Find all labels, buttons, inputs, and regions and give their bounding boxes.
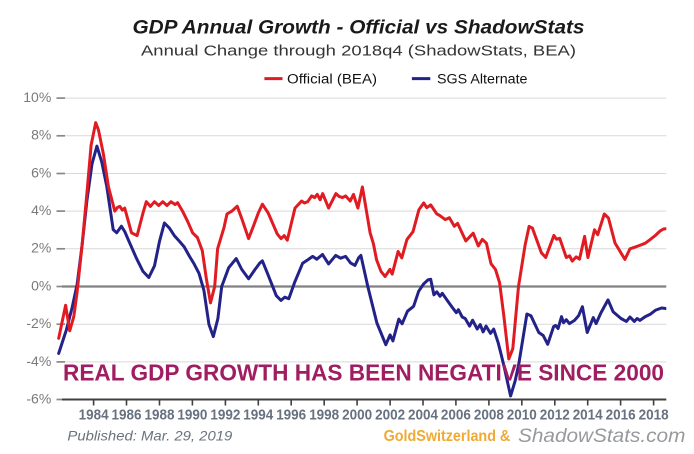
svg-text:2%: 2% bbox=[31, 240, 51, 256]
svg-text:-4%: -4% bbox=[26, 353, 51, 369]
svg-text:GDP Annual Growth - Official v: GDP Annual Growth - Official vs ShadowSt… bbox=[133, 18, 585, 39]
svg-text:GoldSwitzerland &: GoldSwitzerland & bbox=[384, 428, 511, 445]
svg-text:4%: 4% bbox=[31, 202, 51, 218]
svg-text:1998: 1998 bbox=[309, 408, 339, 424]
svg-text:1986: 1986 bbox=[112, 408, 142, 424]
svg-text:-6%: -6% bbox=[26, 390, 51, 406]
svg-text:SGS Alternate: SGS Alternate bbox=[437, 71, 528, 86]
svg-text:1996: 1996 bbox=[276, 408, 306, 424]
svg-text:Published: Mar. 29, 2019: Published: Mar. 29, 2019 bbox=[67, 427, 232, 443]
svg-text:2006: 2006 bbox=[441, 408, 471, 424]
svg-text:REAL GDP GROWTH HAS BEEN NEGAT: REAL GDP GROWTH HAS BEEN NEGATIVE SINCE … bbox=[63, 360, 664, 386]
svg-text:10%: 10% bbox=[23, 89, 51, 105]
svg-text:1994: 1994 bbox=[243, 408, 273, 424]
svg-text:6%: 6% bbox=[31, 164, 51, 180]
svg-text:Official (BEA): Official (BEA) bbox=[287, 71, 377, 86]
svg-text:1990: 1990 bbox=[177, 408, 207, 424]
svg-text:2012: 2012 bbox=[540, 408, 570, 424]
svg-text:2000: 2000 bbox=[342, 408, 372, 424]
svg-text:1988: 1988 bbox=[145, 408, 175, 424]
svg-text:-2%: -2% bbox=[26, 315, 51, 331]
svg-text:1992: 1992 bbox=[210, 408, 240, 424]
svg-text:2016: 2016 bbox=[606, 408, 636, 424]
svg-text:2008: 2008 bbox=[474, 408, 504, 424]
svg-text:0%: 0% bbox=[31, 277, 51, 293]
svg-text:2018: 2018 bbox=[639, 408, 669, 424]
svg-text:2004: 2004 bbox=[408, 408, 438, 424]
svg-text:1984: 1984 bbox=[79, 408, 109, 424]
svg-text:8%: 8% bbox=[31, 127, 51, 143]
svg-text:ShadowStats.com: ShadowStats.com bbox=[518, 426, 685, 447]
svg-text:2002: 2002 bbox=[375, 408, 405, 424]
svg-text:2014: 2014 bbox=[573, 408, 603, 424]
svg-text:2010: 2010 bbox=[507, 408, 537, 424]
svg-text:Annual Change through 2018q4: Annual Change through 2018q4 (ShadowStat… bbox=[141, 44, 576, 60]
